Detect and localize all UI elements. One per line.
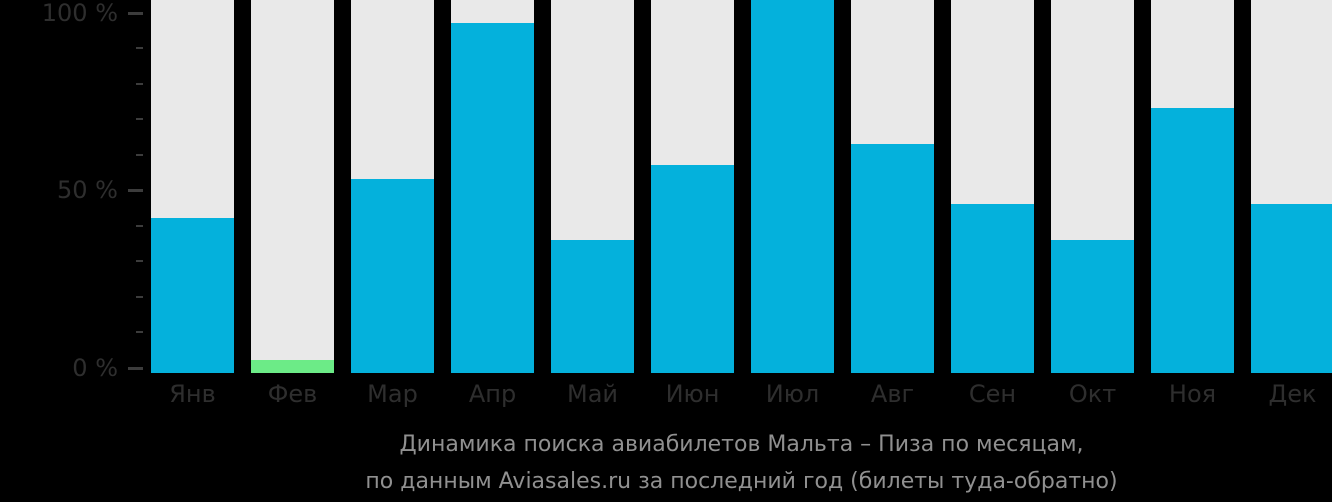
y-tick-label-50: 50 % (57, 176, 118, 204)
y-axis: 100 % 50 % 0 % (0, 0, 151, 382)
bar-value-Ноя (1151, 108, 1234, 373)
bar-slot-3 (351, 0, 434, 373)
month-label-11: Ноя (1168, 380, 1217, 408)
month-label-12: Дек (1268, 380, 1317, 408)
bar-slot-2 (251, 0, 334, 373)
bar-value-Авг (851, 144, 934, 373)
month-label-1: Янв (169, 380, 216, 408)
search-dynamics-bar-chart (151, 0, 1332, 373)
bar-slot-9 (951, 0, 1034, 373)
month-label-8: Авг (870, 380, 915, 408)
y-tick-minor-40 (136, 225, 143, 227)
y-tick-minor-20 (136, 296, 143, 298)
bar-slot-8 (851, 0, 934, 373)
bar-value-Июн (651, 165, 734, 373)
month-label-9: Сен (968, 380, 1017, 408)
bar-value-Июл (751, 0, 834, 373)
month-label-3: Мар (367, 380, 418, 408)
bar-slot-6 (651, 0, 734, 373)
y-tick-label-100: 100 % (41, 0, 118, 27)
y-tick-minor-80 (136, 83, 143, 85)
month-label-6: Июн (665, 380, 720, 408)
month-label-2: Фев (267, 380, 318, 408)
y-tick-minor-10 (136, 331, 143, 333)
bar-value-Окт (1051, 240, 1134, 373)
chart-subtitle: по данным Aviasales.ru за последний год … (365, 469, 1118, 494)
y-tick-label-0: 0 % (72, 354, 118, 382)
bar-value-Янв (151, 218, 234, 373)
bar-value-Фев (251, 360, 334, 373)
y-tick-minor-60 (136, 154, 143, 156)
y-tick-minor-30 (136, 260, 143, 262)
bar-slot-1 (151, 0, 234, 373)
bar-track-2 (251, 0, 334, 373)
y-tick-minor-70 (136, 118, 143, 120)
bar-value-Сен (951, 204, 1034, 373)
chart-caption: Динамика поиска авиабилетов Мальта – Пиз… (151, 426, 1332, 500)
bar-slot-5 (551, 0, 634, 373)
y-tick-major-0 (128, 367, 143, 370)
chart-title: Динамика поиска авиабилетов Мальта – Пиз… (399, 432, 1084, 457)
y-tick-major-50 (128, 189, 143, 192)
bar-slot-4 (451, 0, 534, 373)
y-tick-major-100 (128, 12, 143, 15)
month-label-7: Июл (765, 380, 820, 408)
bar-slot-7 (751, 0, 834, 373)
month-label-4: Апр (468, 380, 517, 408)
bar-slot-12 (1251, 0, 1332, 373)
month-label-10: Окт (1068, 380, 1117, 408)
bar-slot-11 (1151, 0, 1234, 373)
bar-slot-10 (1051, 0, 1134, 373)
bar-value-Апр (451, 23, 534, 373)
bar-value-Мар (351, 179, 434, 373)
x-axis-month-labels: Янв Фев Мар Апр Май Июн Июл Авг Сен Окт Ноя Дек (151, 380, 1332, 408)
bar-value-Май (551, 240, 634, 373)
month-label-5: Май (566, 380, 618, 408)
y-tick-minor-90 (136, 47, 143, 49)
bar-value-Дек (1251, 204, 1332, 373)
